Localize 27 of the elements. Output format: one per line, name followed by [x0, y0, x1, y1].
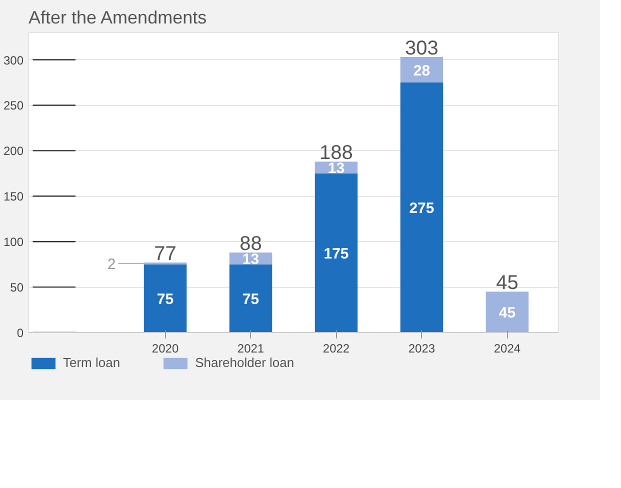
- data-label: 13: [242, 250, 260, 268]
- data-label: 75: [156, 290, 174, 308]
- data-label: 28: [413, 62, 430, 80]
- chart-title: After the Amendments: [28, 8, 207, 28]
- x-tick-label: 2022: [322, 342, 350, 356]
- y-tick-label: 300: [3, 53, 24, 68]
- data-label: 75: [242, 290, 260, 308]
- x-tick-label: 2024: [494, 342, 521, 356]
- x-tick-label: 2021: [237, 342, 264, 356]
- total-label: 77: [154, 243, 176, 266]
- y-tick-label: 50: [10, 280, 24, 295]
- total-label: 45: [496, 272, 518, 294]
- data-label: 45: [498, 304, 516, 322]
- y-tick-label: 150: [3, 190, 24, 204]
- data-label: 13: [328, 160, 345, 177]
- y-tick-label: 250: [3, 98, 24, 113]
- x-tick-label: 2020: [152, 342, 179, 356]
- data-label: 2: [107, 256, 116, 273]
- y-tick-label: 100: [3, 235, 24, 250]
- y-tick-label: 200: [3, 144, 24, 158]
- legend-label: Term loan: [63, 355, 120, 370]
- data-label: 275: [409, 200, 434, 217]
- y-tick-label: 0: [16, 326, 24, 340]
- data-label: 175: [324, 245, 349, 262]
- x-tick-label: 2023: [408, 342, 436, 356]
- total-label: 303: [405, 38, 438, 60]
- legend-label: Shareholder loan: [195, 355, 294, 370]
